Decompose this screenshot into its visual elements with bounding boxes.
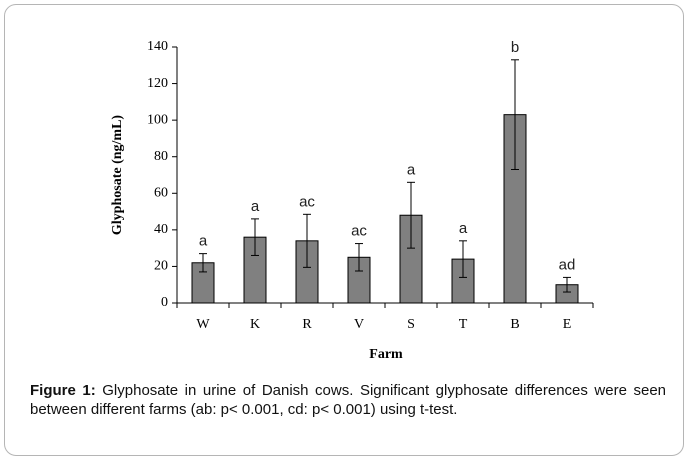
significance-label: a [199,233,208,250]
y-tick-label: 20 [154,259,168,274]
caption: Figure 1: Glyphosate in urine of Danish … [30,381,666,419]
caption-text: Glyphosate in urine of Danish cows. Sign… [30,382,666,418]
y-tick-label: 40 [154,222,168,237]
x-tick-label: V [354,317,364,332]
x-axis-label: Farm [369,347,403,362]
y-tick-label: 60 [154,186,168,201]
y-tick-label: 120 [147,76,168,91]
y-tick-label: 140 [147,39,168,54]
x-tick-label: K [250,317,260,332]
significance-label: ac [299,193,315,210]
significance-label: a [459,220,468,237]
x-tick-label: S [407,317,415,332]
x-tick-label: W [196,317,210,332]
significance-label: a [407,161,416,178]
figure-frame [4,4,684,456]
y-tick-label: 100 [147,112,168,127]
x-tick-label: E [563,317,572,332]
x-tick-label: B [510,317,519,332]
chart: Glyphosate (ng/mL) Farm 0 20 40 60 80 100 120 1… [110,39,594,362]
y-tick-label: 80 [154,149,168,164]
x-tick-label: R [302,317,312,332]
significance-label: ac [351,223,367,240]
significance-label: a [251,198,260,215]
significance-label: b [511,39,519,56]
y-tick-label: 0 [161,295,168,310]
x-tick-label: T [459,317,468,332]
caption-label: Figure 1: [30,382,96,399]
significance-label: ad [559,256,576,273]
y-axis-label: Glyphosate (ng/mL) [110,115,125,236]
